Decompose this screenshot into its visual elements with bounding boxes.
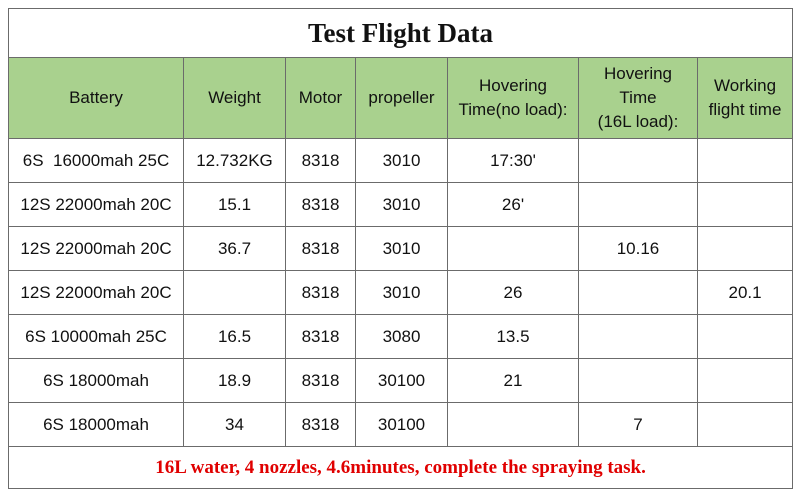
data-cell: 13.5 xyxy=(447,314,579,359)
header-line: (16L load): xyxy=(597,112,679,131)
header-line: Hovering xyxy=(478,76,548,95)
data-cell: 8318 xyxy=(285,270,356,315)
header-cell: Hovering Time(no load): xyxy=(447,57,579,139)
header-cell: Working flight time xyxy=(696,57,794,139)
data-row: 6S 18000mah 34 8318 30100 7 xyxy=(8,402,794,447)
header-line: Time xyxy=(619,88,657,107)
data-row: 12S 22000mah 20C 36.7 8318 3010 10.16 xyxy=(8,226,794,271)
data-cell: 18.9 xyxy=(183,358,286,403)
data-cell: 12S 22000mah 20C xyxy=(8,226,184,271)
data-cell: 6S 18000mah xyxy=(8,402,184,447)
data-cell: 12S 22000mah 20C xyxy=(8,182,184,227)
data-row: 6S 16000mah 25C 12.732KG 8318 3010 17:30' xyxy=(8,138,794,183)
data-cell: 36.7 xyxy=(183,226,286,271)
data-cell: 30100 xyxy=(355,402,448,447)
data-cell: 8318 xyxy=(285,358,356,403)
table-body: Test Flight Data Battery Weight Motor prope… xyxy=(7,8,794,489)
data-row: 12S 22000mah 20C 15.1 8318 3010 26' xyxy=(8,182,794,227)
data-cell: 20.1 xyxy=(696,270,794,315)
data-cell: 12S 22000mah 20C xyxy=(8,270,184,315)
data-cell: 6S 16000mah 25C xyxy=(8,138,184,183)
data-cell: 8318 xyxy=(285,314,356,359)
footer-note: 16L water, 4 nozzles, 4.6minutes, comple… xyxy=(7,446,794,489)
data-row: 6S 10000mah 25C 16.5 8318 3080 13.5 xyxy=(8,314,794,359)
empty-cell xyxy=(696,314,794,359)
empty-cell xyxy=(696,226,794,271)
header-line: Working xyxy=(714,76,777,95)
data-row: 6S 18000mah 18.9 8318 30100 21 xyxy=(8,358,794,403)
header-row: Battery Weight Motor propeller Hovering Time(… xyxy=(8,57,794,139)
empty-cell xyxy=(578,182,698,227)
data-cell: 15.1 xyxy=(183,182,286,227)
data-cell: 8318 xyxy=(285,182,356,227)
header-cell: Hovering Time (16L load): xyxy=(578,57,698,139)
data-cell: 34 xyxy=(183,402,286,447)
header-line: Hovering xyxy=(603,64,673,83)
empty-cell xyxy=(696,402,794,447)
empty-cell xyxy=(578,138,698,183)
data-cell: 8318 xyxy=(285,402,356,447)
table-container: Test Flight Data Battery Weight Motor prope… xyxy=(7,8,794,489)
data-cell: 3010 xyxy=(355,226,448,271)
header-line: Time(no load): xyxy=(458,100,568,119)
empty-cell xyxy=(696,182,794,227)
flight-table: Test Flight Data Battery Weight Motor prope… xyxy=(7,8,794,489)
footer-row: 16L water, 4 nozzles, 4.6minutes, comple… xyxy=(7,446,794,489)
data-cell: 17:30' xyxy=(447,138,579,183)
data-cell: 10.16 xyxy=(578,226,698,271)
data-cell: 12.732KG xyxy=(183,138,286,183)
header-cell: propeller xyxy=(355,57,448,139)
data-cell: 6S 18000mah xyxy=(8,358,184,403)
data-cell: 8318 xyxy=(285,138,356,183)
data-cell: 7 xyxy=(578,402,698,447)
data-cell: 3080 xyxy=(355,314,448,359)
header-line: propeller xyxy=(368,88,435,107)
header-line: Motor xyxy=(298,88,343,107)
data-cell: 26 xyxy=(447,270,579,315)
empty-cell xyxy=(578,358,698,403)
header-cell: Battery xyxy=(8,57,184,139)
empty-cell xyxy=(447,402,579,447)
empty-cell xyxy=(696,138,794,183)
empty-cell xyxy=(578,314,698,359)
data-cell: 30100 xyxy=(355,358,448,403)
empty-cell xyxy=(578,270,698,315)
header-cell: Motor xyxy=(285,57,356,139)
header-cell: Weight xyxy=(183,57,286,139)
data-cell: 3010 xyxy=(355,138,448,183)
header-line: flight time xyxy=(708,100,782,119)
data-cell: 3010 xyxy=(355,182,448,227)
data-cell: 26' xyxy=(447,182,579,227)
data-cell: 21 xyxy=(447,358,579,403)
header-line: Weight xyxy=(208,88,261,107)
data-cell: 3010 xyxy=(355,270,448,315)
empty-cell xyxy=(696,358,794,403)
data-cell: 8318 xyxy=(285,226,356,271)
data-row: 12S 22000mah 20C 8318 3010 26 20.1 xyxy=(8,270,794,315)
empty-cell xyxy=(183,270,286,315)
table-title: Test Flight Data xyxy=(7,8,794,58)
data-cell: 16.5 xyxy=(183,314,286,359)
title-row: Test Flight Data xyxy=(7,8,794,58)
data-cell: 6S 10000mah 25C xyxy=(8,314,184,359)
empty-cell xyxy=(447,226,579,271)
header-line: Battery xyxy=(69,88,123,107)
